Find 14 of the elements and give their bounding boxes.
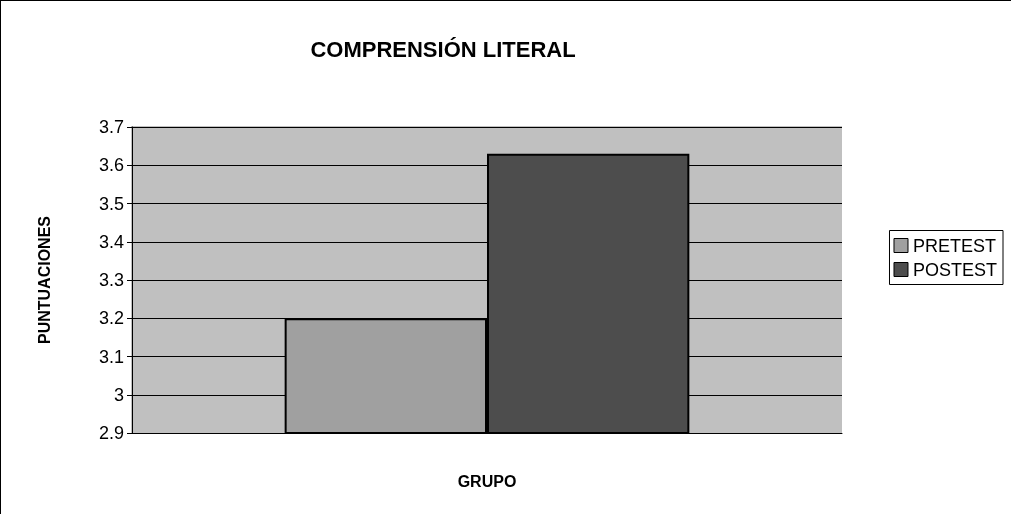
y-tick-label: 3.5 <box>98 193 124 214</box>
y-tick-label: 3.3 <box>98 270 124 290</box>
y-tick-label: 2.9 <box>98 423 124 443</box>
legend-label: PRETEST <box>912 235 996 256</box>
y-tick-label: 3.1 <box>98 346 124 367</box>
y-tick-label: 3.2 <box>98 308 124 329</box>
y-tick-label: 3.4 <box>98 231 124 252</box>
chart-title: COMPRENSIÓN LITERAL <box>310 36 576 62</box>
legend-label: POSTEST <box>912 259 997 280</box>
y-tick-label: 3.7 <box>98 117 124 137</box>
y-axis-title: PUNTUACIONES <box>35 215 53 345</box>
y-tick-label: 3.6 <box>98 155 124 176</box>
x-axis-title: GRUPO <box>457 472 517 490</box>
y-tick-label: 3 <box>113 384 124 405</box>
